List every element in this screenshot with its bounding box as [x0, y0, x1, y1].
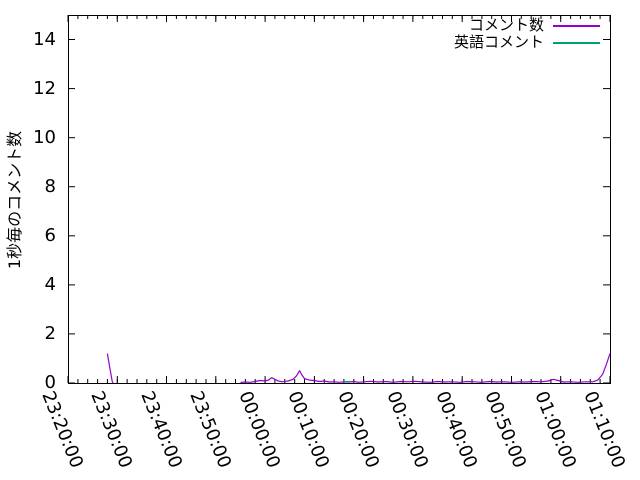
y-tick-label: 14 — [33, 28, 56, 50]
legend-line-sample-comments — [553, 24, 600, 27]
legend-line-sample-english-comments — [553, 41, 600, 44]
y-axis-title: 1秒毎のコメント数 — [5, 130, 24, 270]
y-tick-label: 8 — [44, 175, 56, 197]
y-tick-label: 10 — [33, 126, 56, 148]
y-tick-label: 6 — [44, 224, 56, 246]
y-tick-label: 4 — [44, 273, 56, 295]
y-tick-label: 12 — [33, 77, 56, 99]
y-tick-label: 0 — [44, 372, 56, 393]
legend-item-english-comments: 英語コメント — [454, 34, 600, 51]
legend: コメント数 英語コメント — [454, 17, 600, 51]
legend-label-comments: コメント数 — [468, 16, 544, 34]
y-tick-label: 2 — [44, 322, 56, 344]
legend-label-english-comments: 英語コメント — [453, 33, 544, 51]
legend-item-comments: コメント数 — [454, 17, 600, 34]
